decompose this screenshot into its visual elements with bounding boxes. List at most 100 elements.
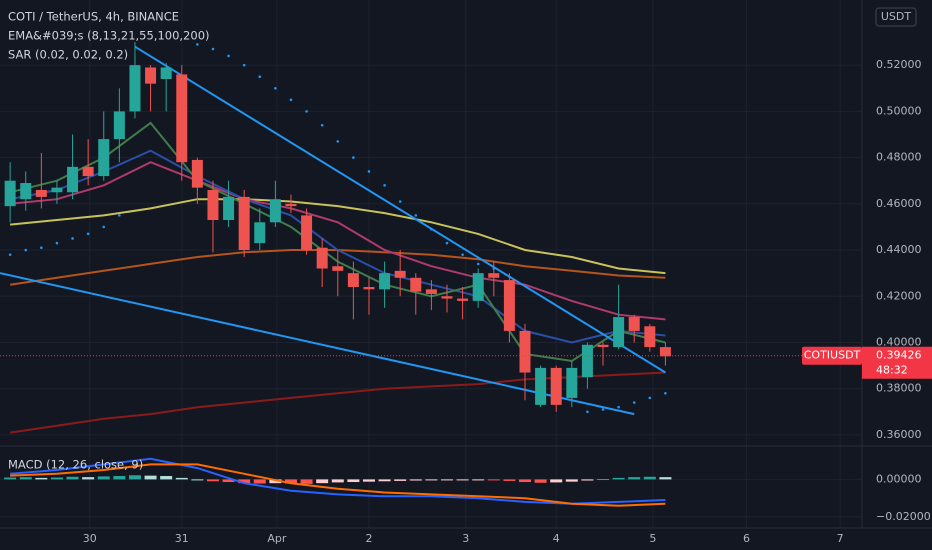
- sar-dot: [24, 248, 28, 252]
- candle-body: [535, 367, 547, 405]
- histogram-bar: [409, 479, 422, 481]
- countdown-label: 48:32: [876, 364, 908, 377]
- y-tick-label: 0.48000: [876, 151, 922, 164]
- histogram-bar: [4, 477, 17, 480]
- histogram-bar: [160, 476, 173, 480]
- sar-dot: [196, 43, 199, 46]
- price-box: [862, 346, 932, 379]
- histogram-bar: [316, 479, 329, 484]
- histogram-bar: [82, 477, 95, 480]
- candle-body: [394, 270, 406, 278]
- x-tick-label: Apr: [267, 532, 287, 545]
- histogram-bar: [487, 479, 500, 481]
- candle-body: [379, 273, 391, 290]
- y-tick-label: 0.00000: [876, 472, 922, 485]
- histogram-bar: [35, 477, 48, 480]
- histogram-bar: [97, 476, 110, 480]
- sar-dot: [118, 214, 121, 217]
- candle-body: [441, 296, 453, 299]
- sar-dot: [352, 156, 355, 159]
- sar-dot: [648, 396, 652, 400]
- candle-body: [82, 166, 94, 177]
- candle-body: [457, 298, 469, 301]
- sar-dot: [461, 253, 464, 256]
- histogram-bar: [565, 479, 578, 482]
- x-tick-label: 3: [462, 532, 469, 545]
- candle-body: [488, 273, 500, 278]
- histogram-bar: [50, 477, 63, 480]
- histogram-bar: [503, 479, 516, 481]
- sar-dot: [617, 405, 620, 409]
- sar-dot: [430, 227, 433, 231]
- histogram-bar: [440, 479, 453, 481]
- indicator-label: SAR (0.02, 0.02, 0.2): [8, 48, 128, 62]
- histogram-bar: [581, 479, 594, 481]
- sar-dot: [367, 170, 371, 173]
- x-tick-label: 31: [175, 532, 189, 545]
- candle-body: [347, 273, 359, 288]
- y-tick-label: 0.52000: [876, 58, 922, 71]
- sar-dot: [586, 410, 589, 414]
- macd-line: [10, 463, 666, 507]
- candle-body: [113, 111, 125, 140]
- sar-dot: [8, 253, 12, 256]
- x-tick-label: 4: [553, 532, 560, 545]
- histogram-bar: [113, 476, 126, 480]
- sar-dot: [40, 246, 43, 250]
- histogram-bar: [300, 479, 313, 484]
- sar-dot: [211, 47, 215, 51]
- histogram-bar: [253, 479, 266, 484]
- candle-body: [4, 180, 16, 207]
- histogram-bar: [612, 477, 625, 480]
- y-tick-label: 0.38000: [876, 382, 922, 395]
- sar-dot: [55, 241, 59, 245]
- candle-body: [35, 189, 47, 197]
- candle-body: [20, 183, 32, 200]
- sar-dot: [242, 63, 246, 67]
- macd-label: MACD (12, 26, close, 9): [8, 458, 143, 472]
- candle-body: [519, 330, 531, 373]
- candle-body: [581, 344, 593, 378]
- sar-dot: [445, 241, 449, 245]
- histogram-bar: [269, 479, 282, 484]
- y-tick-label: 0.44000: [876, 243, 922, 256]
- sar-dot: [86, 232, 90, 236]
- histogram-bar: [144, 475, 157, 480]
- histogram-bar: [191, 479, 204, 481]
- macd-line: [10, 457, 666, 505]
- sar-dot: [305, 110, 308, 113]
- sar-dot: [476, 262, 480, 266]
- candle-body: [51, 187, 63, 193]
- histogram-bar: [597, 479, 610, 481]
- histogram-bar: [222, 479, 235, 483]
- ema-line: [10, 161, 666, 321]
- x-tick-label: 6: [743, 532, 750, 545]
- chart-title: COTI / TetherUS, 4h, BINANCE: [8, 10, 179, 24]
- candle-body: [550, 367, 562, 405]
- histogram-bar: [206, 479, 219, 482]
- candle-body: [613, 317, 625, 348]
- unit-box[interactable]: [875, 7, 917, 27]
- candle-body: [129, 65, 141, 112]
- candle-body: [191, 159, 203, 188]
- trend-line: [0, 272, 635, 416]
- histogram-bar: [238, 479, 251, 484]
- y-tick-label: 0.40000: [876, 335, 922, 348]
- histogram-bar: [659, 477, 672, 480]
- candle-body: [597, 344, 609, 348]
- histogram-bar: [284, 479, 297, 484]
- sar-dot: [601, 408, 605, 411]
- candle-body: [223, 196, 235, 220]
- sar-dot: [632, 401, 636, 404]
- histogram-bar: [628, 477, 641, 480]
- y-tick-label: 0.50000: [876, 104, 922, 117]
- ema-line: [10, 198, 666, 275]
- candle-body: [238, 196, 250, 251]
- histogram-bar: [534, 479, 547, 483]
- sar-dot: [336, 140, 340, 143]
- candle-body: [503, 280, 515, 331]
- histogram-bar: [456, 479, 469, 481]
- sar-dot: [383, 184, 386, 187]
- sar-dot: [398, 200, 402, 203]
